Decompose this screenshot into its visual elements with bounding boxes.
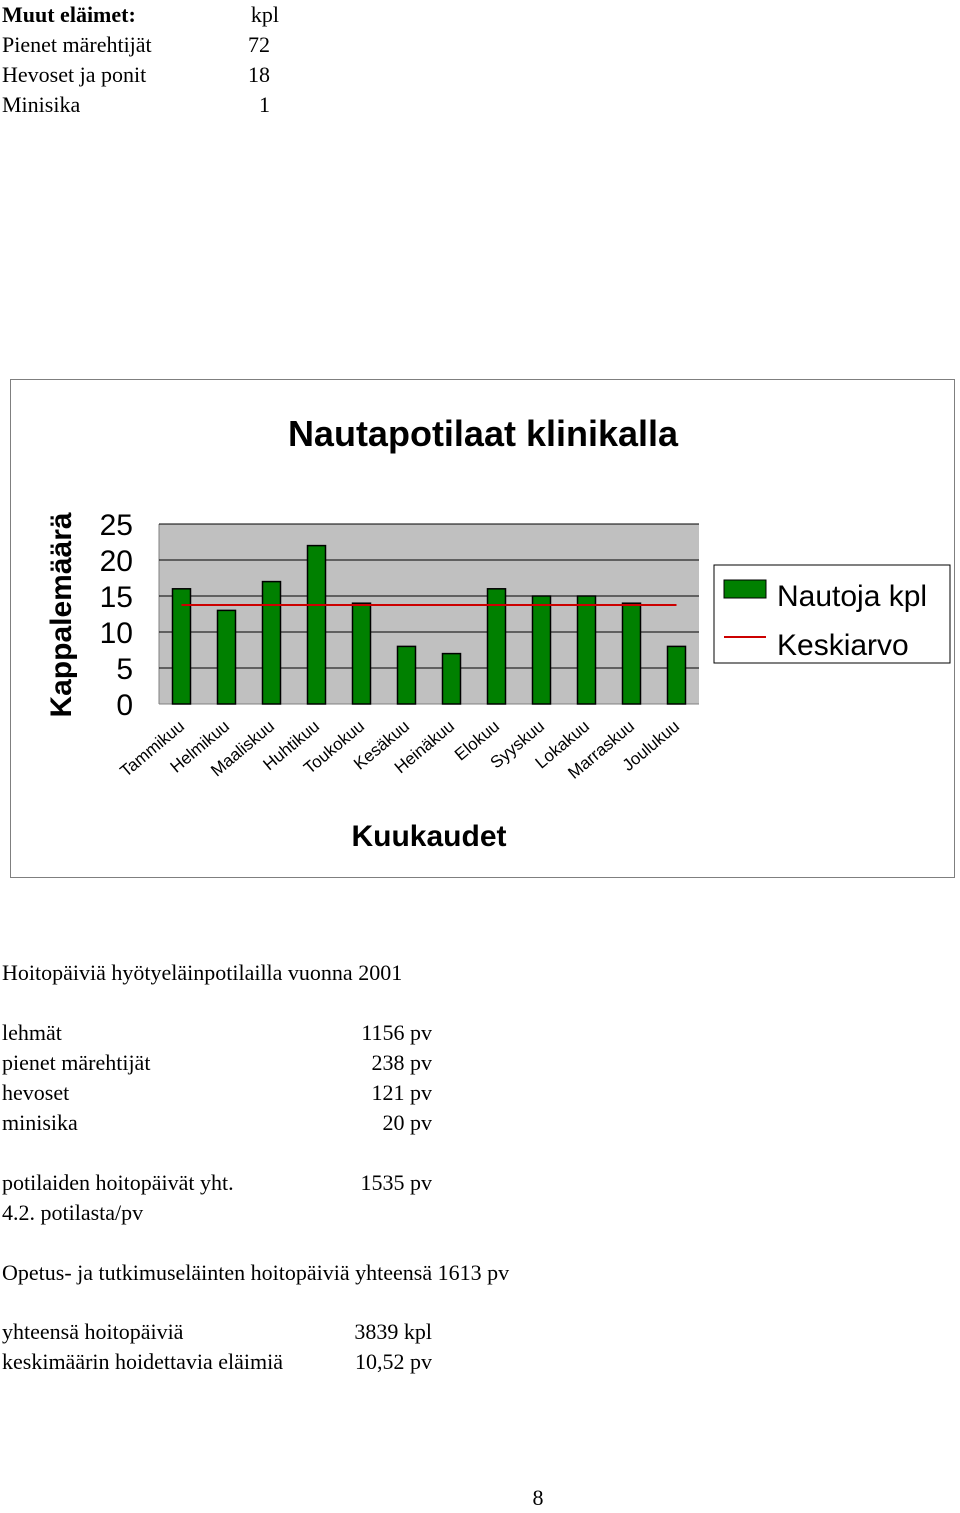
- plot-area: [158, 524, 699, 705]
- bar: [531, 595, 552, 705]
- chart-title: Nautapotilaat klinikalla: [288, 413, 679, 454]
- care-days-label: hevoset: [2, 1080, 70, 1105]
- legend-swatch-bars: [723, 579, 767, 599]
- care-days-value: 238 pv: [371, 1050, 433, 1075]
- y-tick-label: 20: [100, 545, 133, 578]
- per-patient-row: 4.2. potilasta/pv: [2, 1198, 602, 1228]
- teaching-animals-text: Opetus- ja tutkimuseläinten hoitopäiviä …: [2, 1260, 510, 1285]
- animal-label: Minisika: [2, 92, 81, 117]
- bar: [486, 588, 507, 705]
- x-axis-label: Kuukaudet: [351, 820, 506, 853]
- care-days-label: minisika: [2, 1110, 78, 1135]
- care-days-label: lehmät: [2, 1020, 62, 1045]
- care-days-row: pienet märehtijät 238 pv: [2, 1048, 602, 1078]
- legend: Nautoja kpl Keskiarvo: [713, 564, 951, 664]
- y-tick-label: 10: [100, 617, 133, 650]
- bar-series: [171, 544, 687, 705]
- bar: [261, 580, 282, 705]
- care-days-title: Hoitopäiviä hyötyeläinpotilailla vuonna …: [2, 960, 403, 985]
- gridlines: [159, 523, 699, 669]
- totals-value: 10,52 pv: [355, 1349, 432, 1374]
- totals-label: keskimäärin hoidettavia eläimiä: [2, 1349, 284, 1374]
- animal-label: Hevoset ja ponit: [2, 62, 147, 87]
- care-days-row: minisika 20 pv: [2, 1108, 602, 1138]
- bar: [216, 609, 237, 705]
- care-days-row: lehmät 1156 pv: [2, 1018, 602, 1048]
- bar: [396, 645, 417, 705]
- totals-value: 3839 kpl: [354, 1319, 432, 1344]
- animal-count: 1: [259, 92, 270, 117]
- chart-canvas: Nautapotilaat klinikalla Kappalemäärä 05…: [45, 413, 951, 853]
- care-days-value: 20 pv: [382, 1110, 433, 1135]
- animal-count: 72: [248, 32, 270, 57]
- totals-row: keskimäärin hoidettavia eläimiä 10,52 pv: [2, 1347, 602, 1377]
- care-days-total-label: potilaiden hoitopäivät yht.: [2, 1170, 234, 1195]
- care-days-total-value: 1535 pv: [360, 1170, 433, 1195]
- care-days-value: 121 pv: [371, 1080, 433, 1105]
- animal-label: Pienet märehtijät: [2, 32, 152, 57]
- other-animals-unit: kpl: [250, 2, 279, 27]
- bar: [666, 645, 687, 705]
- x-tick-labels: TammikuuHelmikuuMaaliskuuHuhtikuuToukoku…: [117, 717, 684, 783]
- care-days-row: hevoset 121 pv: [2, 1078, 602, 1108]
- care-days-title-row: Hoitopäiviä hyötyeläinpotilailla vuonna …: [2, 958, 602, 988]
- care-days-value: 1156 pv: [361, 1020, 432, 1045]
- per-patient-text: 4.2. potilasta/pv: [2, 1200, 144, 1225]
- totals-row: yhteensä hoitopäiviä 3839 kpl: [2, 1317, 602, 1347]
- care-days-section: Hoitopäiviä hyötyeläinpotilailla vuonna …: [2, 958, 602, 1228]
- bar: [621, 602, 642, 705]
- y-tick-label: 5: [116, 653, 133, 686]
- totals-section: yhteensä hoitopäiviä 3839 kpl keskimääri…: [2, 1317, 602, 1377]
- y-tick-label: 0: [116, 689, 133, 722]
- y-tick-label: 25: [100, 509, 133, 542]
- bar: [576, 595, 597, 705]
- bar: [171, 588, 192, 705]
- bar: [351, 602, 372, 705]
- totals-label: yhteensä hoitopäiviä: [2, 1319, 184, 1344]
- plot-background: [159, 524, 699, 704]
- other-animals-title: Muut eläimet:: [2, 2, 136, 27]
- legend-label-line: Keskiarvo: [777, 629, 909, 662]
- page-number: 8: [532, 1485, 544, 1510]
- care-days-label: pienet märehtijät: [2, 1050, 151, 1075]
- bar: [441, 652, 462, 705]
- care-days-total-row: potilaiden hoitopäivät yht. 1535 pv: [2, 1168, 602, 1198]
- y-axis-label: Kappalemäärä: [45, 512, 78, 717]
- legend-label-bars: Nautoja kpl: [777, 580, 927, 613]
- bar: [306, 544, 327, 705]
- animal-count: 18: [248, 62, 270, 87]
- y-tick-label: 15: [100, 581, 133, 614]
